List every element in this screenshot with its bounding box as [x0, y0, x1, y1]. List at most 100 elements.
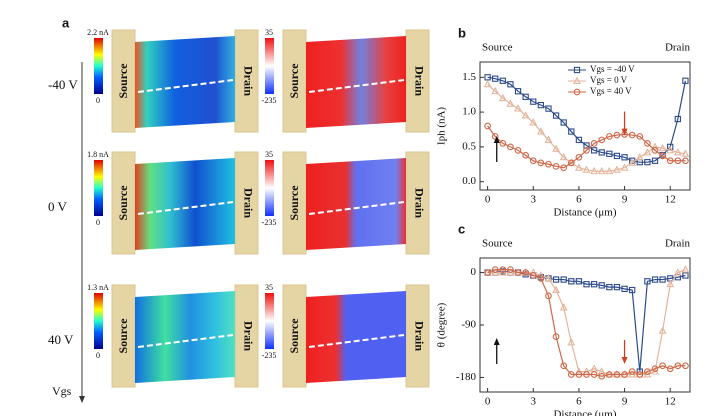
- colorbar-min: -235: [262, 218, 277, 227]
- marker: [491, 86, 500, 95]
- row-label: 0 V: [48, 199, 68, 214]
- colorbar: [265, 160, 274, 216]
- y-tick-label: -180: [456, 371, 477, 383]
- marker: [597, 166, 606, 175]
- marker: [522, 269, 530, 276]
- marker: [575, 136, 583, 144]
- marker: [560, 362, 568, 370]
- marker: [575, 278, 583, 285]
- row-label: 40 V: [48, 332, 74, 347]
- marker: [598, 282, 605, 289]
- annotation: Source: [482, 238, 513, 250]
- marker: [530, 98, 537, 105]
- marker: [682, 157, 689, 165]
- marker: [573, 88, 581, 96]
- marker: [598, 136, 606, 144]
- marker: [635, 152, 644, 161]
- colorbar: [94, 293, 103, 349]
- marker: [613, 152, 621, 160]
- marker: [590, 281, 598, 288]
- marker: [682, 362, 689, 370]
- marker: [606, 150, 613, 157]
- x-tick-label: 0: [485, 194, 491, 206]
- colorbar-max: 35: [265, 28, 273, 37]
- marker: [583, 146, 590, 154]
- marker: [560, 164, 568, 172]
- marker: [552, 162, 560, 170]
- map: [135, 291, 235, 383]
- legend-label: Vgs = 0 V: [590, 75, 628, 85]
- drain-label: Drain: [241, 66, 255, 96]
- marker: [483, 79, 492, 88]
- marker: [651, 276, 659, 283]
- marker: [605, 166, 614, 175]
- marker: [560, 276, 567, 283]
- marker: [673, 148, 682, 156]
- marker: [651, 142, 659, 150]
- scan-line: [308, 79, 405, 93]
- marker: [605, 371, 613, 378]
- y-tick-label: 0: [471, 266, 477, 278]
- marker: [628, 158, 637, 166]
- scan-line: [137, 334, 234, 348]
- source-label: Source: [287, 63, 301, 99]
- marker: [620, 163, 629, 171]
- map: [135, 36, 235, 128]
- marker: [598, 149, 605, 156]
- annotation: Drain: [665, 42, 691, 54]
- marker: [644, 159, 651, 166]
- source-label: Source: [116, 185, 130, 221]
- marker: [575, 153, 583, 161]
- marker: [590, 140, 598, 147]
- marker: [491, 133, 499, 140]
- marker: [567, 338, 576, 346]
- marker: [681, 149, 690, 157]
- marker: [514, 269, 522, 276]
- marker: [659, 152, 666, 160]
- drain-label: Drain: [412, 66, 426, 96]
- marker: [681, 265, 690, 273]
- colorbar-max: 2.2 nA: [87, 28, 109, 37]
- marker: [659, 276, 666, 283]
- marker: [545, 105, 552, 112]
- marker: [507, 266, 514, 274]
- colorbar-max: 35: [265, 150, 273, 159]
- x-tick-label: 12: [665, 396, 676, 408]
- marker: [613, 283, 621, 291]
- y-tick-label: -90: [461, 319, 476, 331]
- marker: [636, 371, 644, 378]
- marker: [491, 266, 499, 274]
- marker: [674, 115, 681, 123]
- map: [306, 158, 406, 250]
- marker: [666, 279, 675, 288]
- panel-label: b: [458, 25, 466, 40]
- x-tick-label: 9: [622, 396, 628, 408]
- marker: [559, 303, 568, 311]
- panel-label: a: [62, 15, 70, 30]
- marker: [552, 333, 560, 341]
- marker: [643, 148, 652, 156]
- x-tick-label: 3: [531, 396, 537, 408]
- arrow-head: [621, 128, 628, 136]
- marker: [583, 281, 590, 288]
- panel-a: a Vgs: [52, 15, 85, 403]
- marker: [613, 131, 621, 139]
- scan-line: [137, 201, 234, 215]
- marker: [537, 159, 545, 167]
- y-tick-label: 0.5: [462, 140, 476, 152]
- panel-label: c: [458, 221, 465, 236]
- marker: [621, 371, 628, 378]
- marker: [628, 131, 636, 139]
- legend-label: Vgs = -40 V: [590, 64, 635, 74]
- annotation: Source: [482, 42, 513, 54]
- marker: [573, 66, 581, 74]
- series-line: [487, 269, 686, 377]
- colorbar: [94, 160, 103, 216]
- x-axis-label: Distance (μm): [553, 409, 616, 416]
- marker: [574, 163, 583, 171]
- marker: [522, 93, 529, 100]
- marker: [651, 146, 659, 154]
- marker: [659, 362, 666, 370]
- map: [306, 36, 406, 128]
